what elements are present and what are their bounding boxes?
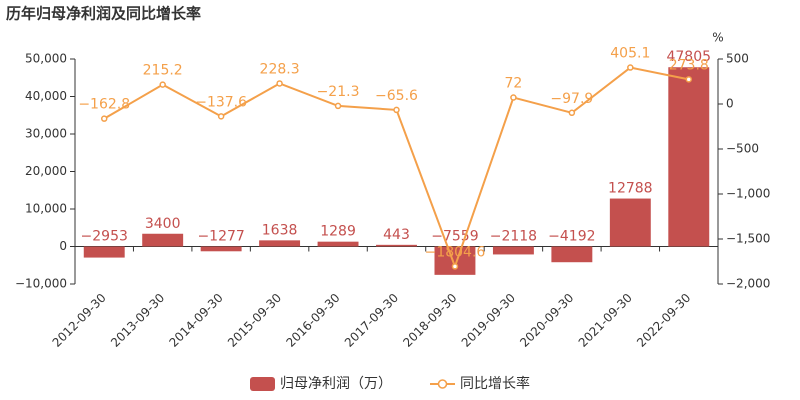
line-point xyxy=(510,94,517,101)
bar xyxy=(668,67,710,247)
line-value-label: −137.6 xyxy=(195,94,247,110)
line-value-label: 72 xyxy=(504,76,522,92)
line-point xyxy=(393,106,400,114)
line-value-label: 273.8 xyxy=(669,57,709,73)
line-point xyxy=(334,102,342,110)
legend-label: 同比增长率 xyxy=(460,375,530,392)
line-point xyxy=(159,81,166,88)
x-tick-label: 2018-09-30 xyxy=(400,291,459,350)
line-point xyxy=(276,80,283,87)
bar xyxy=(317,241,359,247)
y-tick-label: 10,000 xyxy=(25,202,67,216)
y-tick-label: 40,000 xyxy=(25,89,67,103)
x-tick-label: 2016-09-30 xyxy=(283,291,342,350)
bar-value-label: −2118 xyxy=(490,229,537,245)
line-value-label: 405.1 xyxy=(610,46,650,62)
bar xyxy=(83,246,125,258)
bar xyxy=(259,240,301,247)
x-tick-label: 2017-09-30 xyxy=(342,291,401,350)
line-value-label: 228.3 xyxy=(260,61,300,77)
line-value-label: −162.8 xyxy=(78,97,130,113)
line-point xyxy=(217,113,225,120)
bar-value-label: 47805 xyxy=(666,49,711,65)
line-value-label: −21.3 xyxy=(317,84,360,100)
bar xyxy=(376,244,417,247)
y-tick-label: −10,000 xyxy=(15,277,67,291)
y-tick-label: 30,000 xyxy=(25,127,67,141)
bar xyxy=(200,246,242,252)
y2-tick-label: 500 xyxy=(726,52,749,66)
x-tick-label: 2020-09-30 xyxy=(517,291,576,350)
bar xyxy=(492,246,534,255)
bar-value-label: −1277 xyxy=(197,229,244,245)
bar-value-label: 1289 xyxy=(320,224,356,240)
line-point xyxy=(100,115,108,122)
bar-value-label: −4192 xyxy=(548,229,595,245)
y-tick-label: 0 xyxy=(59,239,67,253)
legend-label: 归母净利润（万） xyxy=(280,375,392,392)
y2-tick-label: −2,000 xyxy=(726,277,770,291)
y2-tick-label: −1,500 xyxy=(726,232,770,246)
chart-title: 历年归母净利润及同比增长率 xyxy=(6,5,201,23)
y2-tick-label: 0 xyxy=(726,97,734,111)
x-tick-label: 2014-09-30 xyxy=(167,291,226,350)
bar-value-label: 12788 xyxy=(608,181,653,197)
bar-value-label: −7559 xyxy=(431,229,478,245)
line-point xyxy=(451,263,459,270)
x-tick-label: 2019-09-30 xyxy=(459,291,518,350)
bar xyxy=(609,198,651,247)
x-tick-label: 2012-09-30 xyxy=(50,291,109,350)
legend-swatch xyxy=(250,377,275,391)
y2-axis-label: % xyxy=(712,31,723,45)
line-value-label: −1804.6 xyxy=(425,244,486,260)
line-value-label: −65.6 xyxy=(375,88,418,104)
x-tick-label: 2013-09-30 xyxy=(108,291,167,350)
x-tick-label: 2015-09-30 xyxy=(225,291,284,350)
y2-tick-label: −1,000 xyxy=(726,187,770,201)
bar xyxy=(142,233,184,247)
bar xyxy=(434,246,476,275)
bar-value-label: 443 xyxy=(383,227,410,243)
bar-value-label: 1638 xyxy=(262,222,298,238)
bar-value-label: 3400 xyxy=(145,216,181,232)
bar-value-label: −2953 xyxy=(81,229,128,245)
line-point xyxy=(685,76,693,83)
y-tick-label: 50,000 xyxy=(25,52,67,66)
x-tick-label: 2022-09-30 xyxy=(634,291,693,350)
line-value-label: 215.2 xyxy=(143,63,183,79)
line-point xyxy=(627,64,634,71)
y2-tick-label: −500 xyxy=(726,142,759,156)
bar xyxy=(551,246,593,263)
legend-marker xyxy=(437,379,448,389)
line-value-label: −97.9 xyxy=(550,91,593,107)
x-tick-label: 2021-09-30 xyxy=(576,291,635,350)
line-point xyxy=(568,109,576,117)
y-tick-label: 20,000 xyxy=(25,164,67,178)
